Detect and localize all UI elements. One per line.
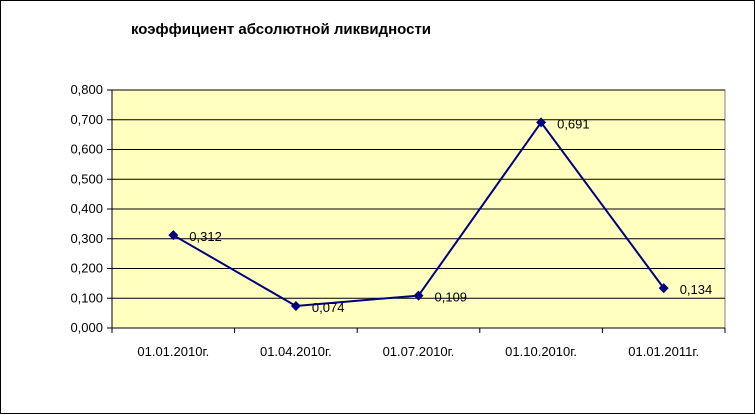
data-point-marker — [413, 290, 424, 301]
x-tick-label: 01.01.2011г. — [628, 344, 699, 359]
data-label: 0,312 — [189, 229, 222, 244]
chart-title: коэффициент абсолютной ликвидности — [131, 21, 432, 38]
y-tick-label: 0,700 — [70, 112, 103, 127]
data-point-marker — [658, 283, 669, 294]
y-tick-label: 0,200 — [70, 261, 103, 276]
x-tick-label: 01.04.2010г. — [260, 344, 332, 359]
x-tick-label: 01.07.2010г. — [383, 344, 455, 359]
data-label: 0,074 — [312, 300, 345, 315]
data-label: 0,109 — [435, 290, 468, 305]
y-tick-label: 0,500 — [70, 171, 103, 186]
x-tick-label: 01.01.2010г. — [137, 344, 209, 359]
data-label: 0,691 — [557, 116, 590, 131]
data-point-marker — [536, 117, 547, 128]
y-tick-label: 0,600 — [70, 142, 103, 157]
data-point-marker — [290, 300, 301, 311]
y-tick-label: 0,000 — [70, 320, 103, 335]
y-tick-label: 0,400 — [70, 201, 103, 216]
y-tick-label: 0,300 — [70, 231, 103, 246]
data-point-marker — [168, 230, 179, 241]
y-tick-label: 0,800 — [70, 82, 103, 97]
data-label: 0,134 — [680, 282, 713, 297]
x-tick-label: 01.10.2010г. — [505, 344, 577, 359]
y-tick-label: 0,100 — [70, 290, 103, 305]
